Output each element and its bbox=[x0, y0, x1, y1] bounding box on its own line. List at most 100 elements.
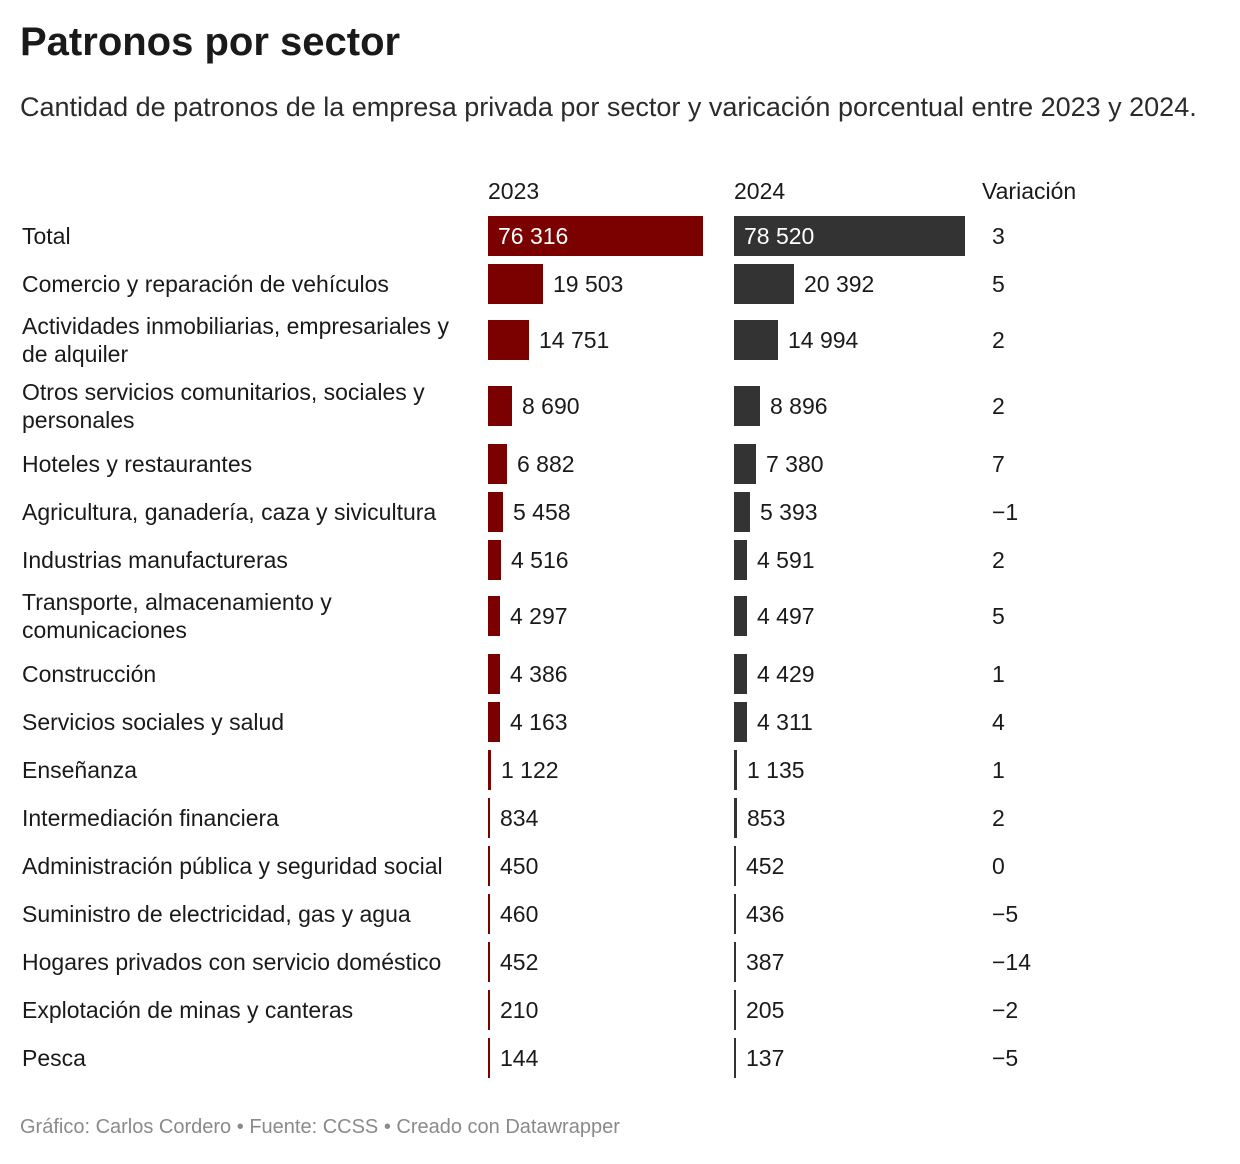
bar-2024 bbox=[734, 846, 736, 886]
data-label-2024: 4 591 bbox=[757, 547, 815, 573]
bar-2024 bbox=[734, 492, 750, 532]
data-label-2023: 4 516 bbox=[511, 547, 569, 573]
data-label-2023: 460 bbox=[500, 901, 539, 927]
bar-2023 bbox=[488, 1038, 490, 1078]
variation-value: 2 bbox=[992, 547, 1005, 573]
data-label-2023: 450 bbox=[500, 853, 539, 879]
variation-value: 2 bbox=[992, 327, 1005, 353]
row-label: Actividades inmobiliarias, empresariales… bbox=[22, 313, 449, 367]
data-label-2024: 78 520 bbox=[744, 223, 815, 249]
bar-2024 bbox=[734, 798, 737, 838]
bar-2023 bbox=[488, 798, 490, 838]
row-label: Hoteles y restaurantes bbox=[22, 451, 253, 477]
data-label-2023: 1 122 bbox=[501, 757, 559, 783]
data-label-2024: 4 311 bbox=[757, 709, 813, 735]
data-label-2024: 4 429 bbox=[757, 661, 815, 687]
row-label: Suministro de electricidad, gas y agua bbox=[22, 901, 411, 927]
row-label: Construcción bbox=[22, 661, 157, 687]
bar-2023 bbox=[488, 386, 512, 426]
data-label-2023: 834 bbox=[500, 805, 539, 831]
data-label-2023: 14 751 bbox=[539, 327, 610, 353]
bar-2023 bbox=[488, 990, 490, 1030]
footer-source: Fuente: CCSS bbox=[249, 1116, 379, 1138]
bar-2024 bbox=[734, 320, 778, 360]
variation-value: 2 bbox=[992, 805, 1005, 831]
bar-2023 bbox=[488, 264, 543, 304]
data-label-2023: 4 297 bbox=[510, 603, 568, 629]
row-label: Administración pública y seguridad socia… bbox=[22, 853, 443, 879]
data-label-2024: 137 bbox=[746, 1045, 785, 1071]
data-label-2024: 4 497 bbox=[757, 603, 815, 629]
bar-2023 bbox=[488, 894, 490, 934]
chart-title: Patronos por sector bbox=[20, 20, 401, 64]
data-label-2024: 436 bbox=[746, 901, 785, 927]
data-label-2024: 20 392 bbox=[804, 271, 875, 297]
row-label: Servicios sociales y salud bbox=[22, 709, 285, 735]
row-label: Otros servicios comunitarios, sociales y… bbox=[22, 379, 425, 433]
data-label-2023: 4 163 bbox=[510, 709, 568, 735]
chart-footer: Gráfico: Carlos Cordero • Fuente: CCSS •… bbox=[20, 1116, 620, 1139]
column-header-2024: 2024 bbox=[734, 178, 786, 204]
data-label-2024: 5 393 bbox=[760, 499, 818, 525]
bar-2024 bbox=[734, 1038, 736, 1078]
bar-2023 bbox=[488, 540, 501, 580]
row-label: Comercio y reparación de vehículos bbox=[22, 271, 389, 297]
bar-2023 bbox=[488, 444, 507, 484]
variation-value: −1 bbox=[992, 499, 1019, 525]
data-label-2023: 8 690 bbox=[522, 393, 580, 419]
bar-2023 bbox=[488, 492, 503, 532]
row-label: Industrias manufactureras bbox=[22, 547, 288, 573]
bar-2023 bbox=[488, 596, 500, 636]
variation-value: 1 bbox=[992, 661, 1005, 687]
bar-2024 bbox=[734, 894, 736, 934]
data-label-2023: 4 386 bbox=[510, 661, 568, 687]
bar-2023 bbox=[488, 942, 490, 982]
bar-2023 bbox=[488, 654, 500, 694]
variation-value: 7 bbox=[992, 451, 1005, 477]
data-label-2023: 452 bbox=[500, 949, 539, 975]
bar-2024 bbox=[734, 444, 756, 484]
column-header-variation: Variación bbox=[982, 178, 1077, 204]
row-label: Intermediación financiera bbox=[22, 805, 279, 831]
bar-2023 bbox=[488, 846, 490, 886]
variation-value: 2 bbox=[992, 393, 1005, 419]
bar-2024 bbox=[734, 540, 747, 580]
variation-value: 1 bbox=[992, 757, 1005, 783]
variation-value: −5 bbox=[992, 901, 1019, 927]
variation-value: 5 bbox=[992, 603, 1005, 629]
footer-credit: Gráfico: Carlos Cordero bbox=[20, 1116, 232, 1138]
data-label-2023: 144 bbox=[500, 1045, 539, 1071]
data-label-2023: 5 458 bbox=[513, 499, 571, 525]
data-label-2024: 1 135 bbox=[747, 757, 805, 783]
variation-value: 5 bbox=[992, 271, 1005, 297]
bar-2024 bbox=[734, 702, 747, 742]
data-label-2024: 14 994 bbox=[788, 327, 859, 353]
data-label-2024: 853 bbox=[747, 805, 786, 831]
row-label: Explotación de minas y canteras bbox=[22, 997, 354, 1023]
data-label-2023: 19 503 bbox=[553, 271, 624, 297]
row-label: Agricultura, ganadería, caza y sivicultu… bbox=[22, 499, 437, 525]
bar-2023 bbox=[488, 216, 703, 256]
variation-value: 0 bbox=[992, 853, 1005, 879]
bar-2023 bbox=[488, 702, 500, 742]
variation-value: −14 bbox=[992, 949, 1032, 975]
row-label: Pesca bbox=[22, 1045, 86, 1071]
row-label: Total bbox=[22, 223, 71, 249]
bar-2024 bbox=[734, 750, 737, 790]
bar-2023 bbox=[488, 750, 491, 790]
variation-value: 3 bbox=[992, 223, 1005, 249]
data-label-2024: 452 bbox=[746, 853, 785, 879]
row-label: Hogares privados con servicio doméstico bbox=[22, 949, 442, 975]
variation-value: −2 bbox=[992, 997, 1019, 1023]
data-label-2024: 8 896 bbox=[770, 393, 828, 419]
data-label-2024: 387 bbox=[746, 949, 785, 975]
bar-2024 bbox=[734, 990, 736, 1030]
chart-subtitle: Cantidad de patronos de la empresa priva… bbox=[20, 92, 1197, 122]
data-label-2023: 6 882 bbox=[517, 451, 575, 477]
row-label: Enseñanza bbox=[22, 757, 138, 783]
data-label-2024: 7 380 bbox=[766, 451, 824, 477]
bar-2024 bbox=[734, 264, 794, 304]
data-label-2023: 76 316 bbox=[498, 223, 569, 249]
bar-2024 bbox=[734, 596, 747, 636]
